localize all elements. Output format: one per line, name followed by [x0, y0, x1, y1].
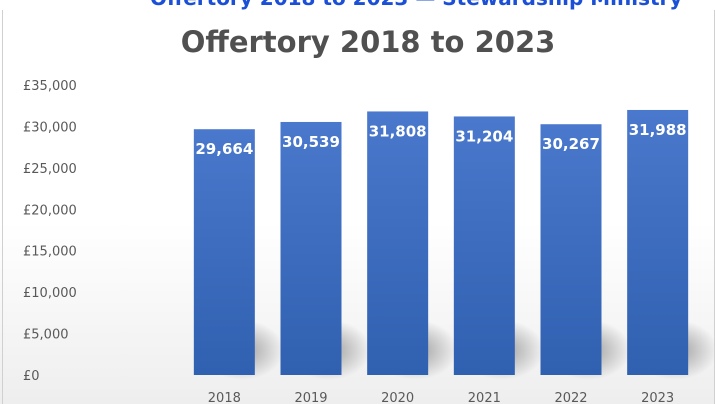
data-label-2018: 29,664: [195, 140, 253, 158]
y-tick-label: £25,000: [23, 162, 77, 177]
y-tick-label: £35,000: [23, 79, 77, 94]
bars: [193, 109, 689, 376]
chart-frame: Offertory 2018 to 2023 £0 £5,000 £10,000 £1…: [2, 10, 715, 404]
x-tick-label: 2018: [208, 391, 241, 404]
chart-title: Offertory 2018 to 2023: [181, 25, 556, 59]
x-tick-label: 2022: [554, 391, 587, 404]
bar-2018: [193, 129, 255, 375]
bar-2022: [540, 124, 602, 376]
y-axis: £0 £5,000 £10,000 £15,000 £20,000 £25,000 £30,…: [23, 79, 77, 384]
x-tick-label: 2023: [641, 391, 674, 404]
y-tick-label: £10,000: [23, 286, 77, 301]
data-labels: 29,664 30,539 31,808 31,204 30,267 31,988: [195, 121, 686, 158]
header-banner: Offertory 2018 to 2023 — Stewardship Min…: [0, 0, 715, 10]
data-label-2021: 31,204: [455, 127, 513, 145]
x-tick-label: 2019: [294, 391, 327, 404]
banner-text: Offertory 2018 to 2023 — Stewardship Min…: [150, 0, 682, 10]
x-axis: 2018 2019 2020 2021 2022 2023: [208, 391, 674, 404]
bar-2019: [280, 121, 342, 375]
y-tick-label: £5,000: [23, 328, 69, 343]
x-tick-label: 2021: [468, 391, 501, 404]
bar-2020: [367, 111, 429, 375]
data-label-2019: 30,539: [282, 133, 340, 151]
y-tick-label: £30,000: [23, 120, 77, 135]
data-label-2022: 30,267: [542, 135, 600, 153]
y-tick-label: £0: [23, 369, 40, 384]
y-tick-label: £15,000: [23, 245, 77, 260]
bar-chart: Offertory 2018 to 2023 £0 £5,000 £10,000 £1…: [23, 25, 714, 404]
x-tick-label: 2020: [381, 391, 414, 404]
data-label-2020: 31,808: [369, 122, 427, 140]
data-label-2023: 31,988: [629, 121, 687, 139]
y-tick-label: £20,000: [23, 203, 77, 218]
bar-2023: [627, 109, 689, 375]
bar-2021: [453, 116, 515, 375]
